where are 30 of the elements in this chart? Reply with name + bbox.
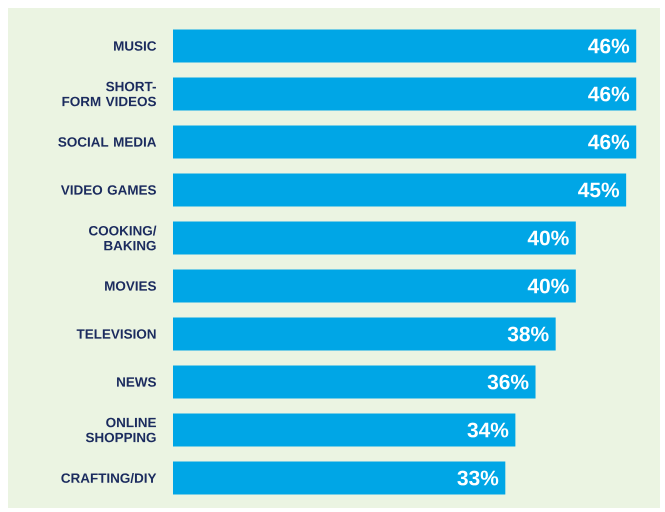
bar [173, 366, 536, 399]
y-tick-label: COOKING/BAKING [89, 226, 156, 250]
data-label: 40% [528, 230, 569, 246]
data-label: 36% [488, 374, 528, 390]
y-tick-label: SOCIAL MEDIA [58, 137, 156, 147]
bar [173, 222, 576, 254]
bar [173, 78, 636, 110]
bar [173, 270, 576, 302]
y-tick-label: MOVIES [105, 281, 156, 291]
data-label: 46% [588, 38, 630, 54]
data-label: 33% [457, 470, 498, 486]
y-tick-label: VIDEO GAMES [60, 185, 156, 195]
bar [173, 126, 636, 158]
bar [173, 462, 506, 495]
y-tick-label: NEWS [117, 377, 156, 387]
bar [173, 30, 636, 62]
bar [173, 414, 516, 447]
bar [173, 174, 626, 206]
data-label: 45% [578, 182, 620, 198]
y-tick-label: MUSIC [114, 41, 156, 51]
y-tick-label: TELEVISION [76, 329, 156, 339]
bar [173, 318, 556, 350]
data-label: 34% [467, 422, 508, 438]
y-tick-label: ONLINE SHOPPING [86, 418, 156, 442]
data-label: 40% [528, 278, 569, 294]
data-label: 46% [588, 86, 630, 102]
y-tick-label: CRAFTING/DIY [61, 472, 156, 484]
y-tick-label: SHORT-FORM VIDEOS [62, 82, 156, 106]
data-label: 46% [588, 134, 630, 150]
data-label: 38% [508, 326, 549, 342]
